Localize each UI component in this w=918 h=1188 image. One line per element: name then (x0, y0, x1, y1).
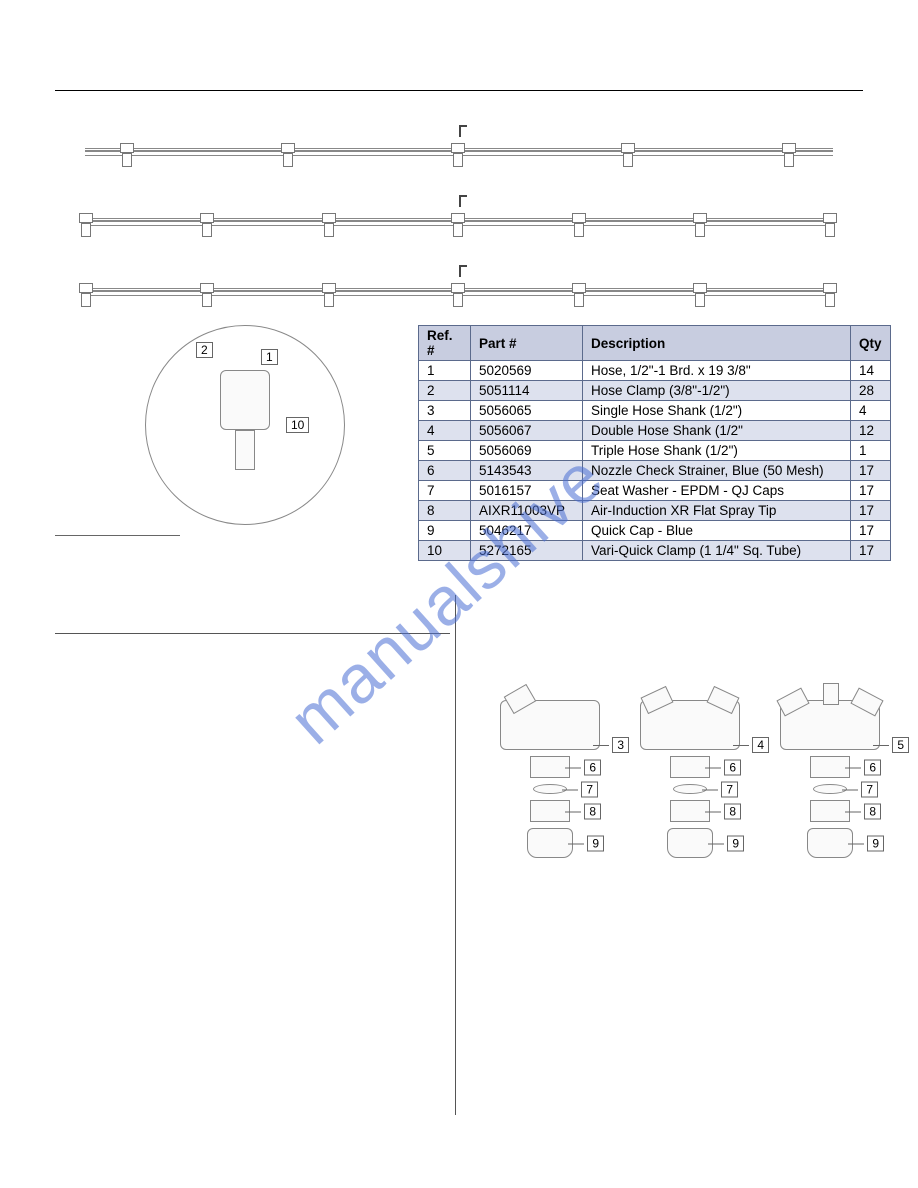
table-row: 3 5056065 Single Hose Shank (1/2") 4 (419, 401, 891, 421)
callout-6: 6 (724, 760, 741, 776)
callout-7: 7 (581, 782, 598, 798)
seat-washer-drawing: 7 (813, 784, 847, 794)
callout-9: 9 (727, 836, 744, 852)
th-ref: Ref. # (419, 326, 471, 361)
callout-3: 3 (612, 737, 629, 753)
th-qty: Qty (851, 326, 891, 361)
table-row: 7 5016157 Seat Washer - EPDM - QJ Caps 1… (419, 481, 891, 501)
table-row: 9 5046217 Quick Cap - Blue 17 (419, 521, 891, 541)
quick-cap-drawing: 9 (667, 828, 713, 858)
parts-table: Ref. # Part # Description Qty 1 5020569 … (418, 325, 891, 561)
rule-left-short (55, 535, 180, 536)
detail-circle: 2 1 10 (145, 325, 345, 525)
table-row: 4 5056067 Double Hose Shank (1/2" 12 (419, 421, 891, 441)
assembly-single-shank: 3 6 7 8 9 (500, 700, 600, 864)
rule-left-long (55, 633, 450, 634)
table-row: 5 5056069 Triple Hose Shank (1/2") 1 (419, 441, 891, 461)
table-header-row: Ref. # Part # Description Qty (419, 326, 891, 361)
seat-washer-drawing: 7 (533, 784, 567, 794)
callout-9: 9 (867, 836, 884, 852)
quick-cap-drawing: 9 (527, 828, 573, 858)
double-hose-shank-drawing: 4 (640, 700, 740, 750)
spray-tip-drawing: 8 (670, 800, 710, 822)
callout-6: 6 (584, 760, 601, 776)
callout-8: 8 (724, 804, 741, 820)
callout-7: 7 (861, 782, 878, 798)
table-row: 6 5143543 Nozzle Check Strainer, Blue (5… (419, 461, 891, 481)
callout-10: 10 (286, 417, 309, 433)
assembly-triple-shank: 5 6 7 8 9 (780, 700, 880, 864)
callout-6: 6 (864, 760, 881, 776)
page-rule (55, 90, 863, 91)
spray-tip-drawing: 8 (530, 800, 570, 822)
table-row: 1 5020569 Hose, 1/2"-1 Brd. x 19 3/8" 14 (419, 361, 891, 381)
callout-1: 1 (261, 349, 278, 365)
callout-4: 4 (752, 737, 769, 753)
strainer-drawing: 6 (670, 756, 710, 778)
single-hose-shank-drawing: 3 (500, 700, 600, 750)
vertical-divider (455, 595, 456, 1115)
callout-7: 7 (721, 782, 738, 798)
table-row: 8 AIXR11003VP Air-Induction XR Flat Spra… (419, 501, 891, 521)
table-row: 2 5051114 Hose Clamp (3/8"-1/2") 28 (419, 381, 891, 401)
triple-hose-shank-drawing: 5 (780, 700, 880, 750)
th-desc: Description (583, 326, 851, 361)
th-part: Part # (471, 326, 583, 361)
callout-9: 9 (587, 836, 604, 852)
callout-8: 8 (584, 804, 601, 820)
callout-5: 5 (892, 737, 909, 753)
callout-2: 2 (196, 342, 213, 358)
assembly-double-shank: 4 6 7 8 9 (640, 700, 740, 864)
quick-cap-drawing: 9 (807, 828, 853, 858)
strainer-drawing: 6 (530, 756, 570, 778)
seat-washer-drawing: 7 (673, 784, 707, 794)
table-row: 10 5272165 Vari-Quick Clamp (1 1/4" Sq. … (419, 541, 891, 561)
strainer-drawing: 6 (810, 756, 850, 778)
detail-part-drawing (210, 370, 280, 480)
spray-tip-drawing: 8 (810, 800, 850, 822)
callout-8: 8 (864, 804, 881, 820)
